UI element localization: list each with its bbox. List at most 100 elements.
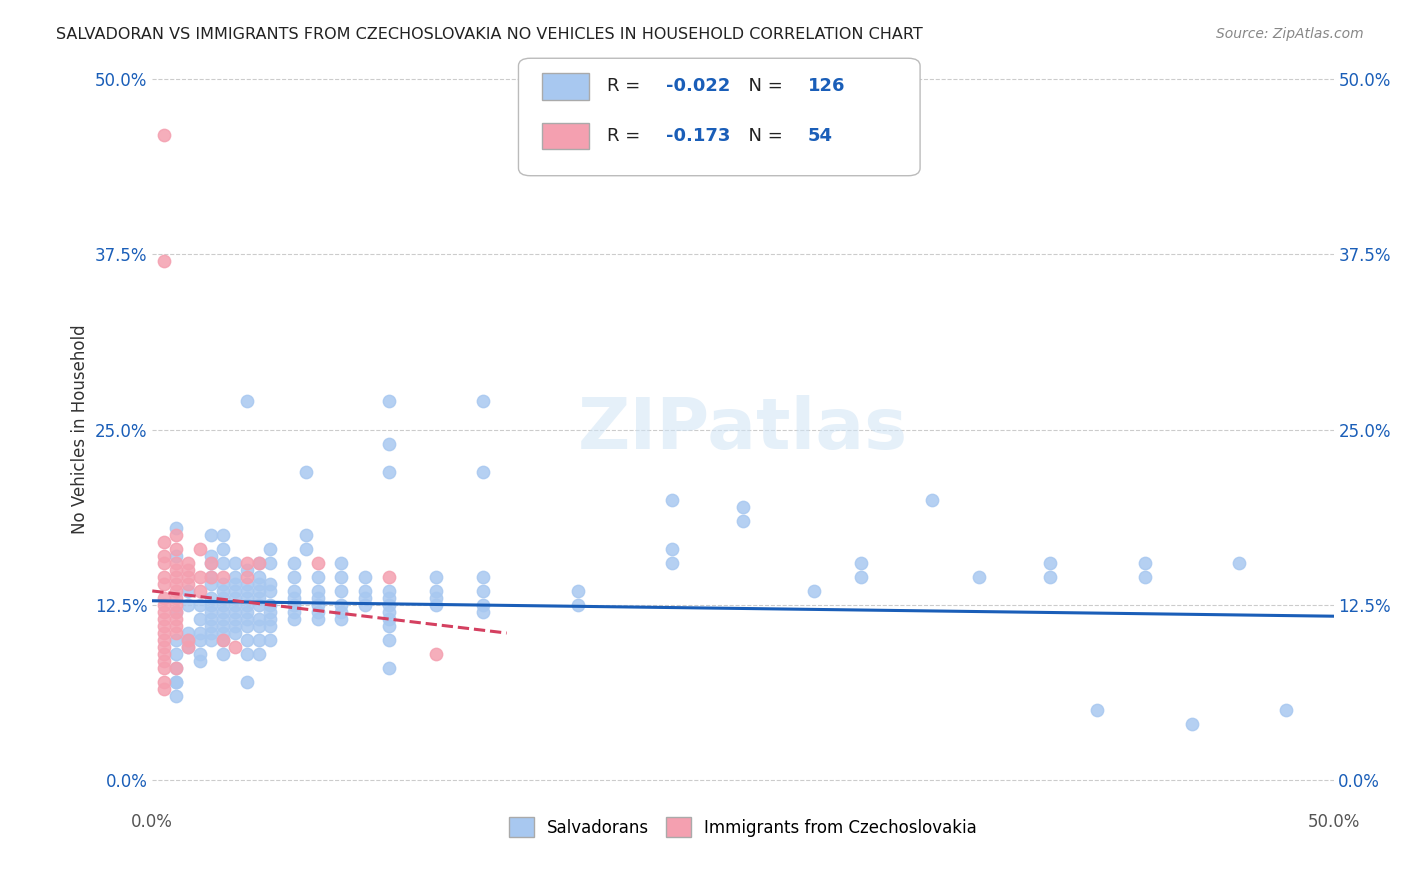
Point xyxy=(283,598,305,612)
Point xyxy=(307,591,329,605)
Point xyxy=(153,577,176,591)
Point xyxy=(247,619,270,633)
Y-axis label: No Vehicles in Household: No Vehicles in Household xyxy=(72,325,89,534)
Point xyxy=(1181,717,1204,731)
Point xyxy=(247,633,270,648)
Point xyxy=(224,556,246,570)
Point xyxy=(247,612,270,626)
Point xyxy=(165,570,187,584)
Point xyxy=(283,583,305,598)
Point xyxy=(212,605,235,619)
Point xyxy=(200,612,222,626)
Point xyxy=(377,436,399,450)
Point xyxy=(354,598,377,612)
Point xyxy=(259,612,281,626)
Point xyxy=(259,605,281,619)
Text: 54: 54 xyxy=(808,127,832,145)
Point xyxy=(177,640,200,654)
Point xyxy=(224,605,246,619)
Point xyxy=(212,633,235,648)
Point xyxy=(177,577,200,591)
Point xyxy=(236,394,259,409)
Point xyxy=(165,563,187,577)
Point xyxy=(259,598,281,612)
Point xyxy=(247,583,270,598)
Point xyxy=(425,591,447,605)
Point xyxy=(165,612,187,626)
Point xyxy=(307,570,329,584)
Point xyxy=(153,598,176,612)
Point xyxy=(236,605,259,619)
Point xyxy=(153,570,176,584)
Point xyxy=(425,570,447,584)
Point xyxy=(188,612,211,626)
Point xyxy=(259,633,281,648)
Point xyxy=(307,583,329,598)
Point xyxy=(283,556,305,570)
Point xyxy=(354,591,377,605)
Point xyxy=(236,570,259,584)
Point xyxy=(153,661,176,675)
Point xyxy=(224,626,246,640)
Point xyxy=(188,626,211,640)
Point xyxy=(212,619,235,633)
Point xyxy=(1039,570,1062,584)
Point xyxy=(259,541,281,556)
Point xyxy=(212,612,235,626)
Point xyxy=(153,654,176,668)
Point xyxy=(153,647,176,661)
Point xyxy=(188,654,211,668)
Point xyxy=(212,583,235,598)
Point xyxy=(247,647,270,661)
Point xyxy=(212,591,235,605)
FancyBboxPatch shape xyxy=(543,73,589,100)
Point xyxy=(307,598,329,612)
Point xyxy=(188,633,211,648)
Point xyxy=(731,514,754,528)
Point xyxy=(224,583,246,598)
Point xyxy=(1133,556,1156,570)
Point xyxy=(165,689,187,703)
Point xyxy=(425,583,447,598)
Text: N =: N = xyxy=(737,78,789,95)
Point xyxy=(377,612,399,626)
Point xyxy=(212,570,235,584)
Point xyxy=(165,605,187,619)
Point xyxy=(377,661,399,675)
Point xyxy=(224,619,246,633)
Point xyxy=(177,556,200,570)
Point xyxy=(165,591,187,605)
Point xyxy=(236,612,259,626)
Point xyxy=(212,556,235,570)
Point xyxy=(330,612,353,626)
Point xyxy=(247,577,270,591)
Point xyxy=(153,675,176,690)
Point xyxy=(153,591,176,605)
Point xyxy=(377,465,399,479)
Text: -0.173: -0.173 xyxy=(666,127,731,145)
Point xyxy=(472,605,495,619)
Point xyxy=(224,591,246,605)
Point xyxy=(200,556,222,570)
Point xyxy=(567,583,589,598)
Point xyxy=(200,633,222,648)
Point xyxy=(165,647,187,661)
Point xyxy=(165,661,187,675)
Point xyxy=(177,626,200,640)
Point xyxy=(153,534,176,549)
Point xyxy=(330,598,353,612)
Point xyxy=(307,556,329,570)
Point xyxy=(425,598,447,612)
Point xyxy=(921,492,943,507)
Point xyxy=(212,647,235,661)
Point xyxy=(259,577,281,591)
Point xyxy=(1133,570,1156,584)
Text: N =: N = xyxy=(737,127,789,145)
Point xyxy=(307,605,329,619)
Point xyxy=(259,556,281,570)
Point xyxy=(165,521,187,535)
Point xyxy=(661,492,683,507)
Point xyxy=(200,598,222,612)
Point xyxy=(1039,556,1062,570)
Point xyxy=(153,128,176,142)
